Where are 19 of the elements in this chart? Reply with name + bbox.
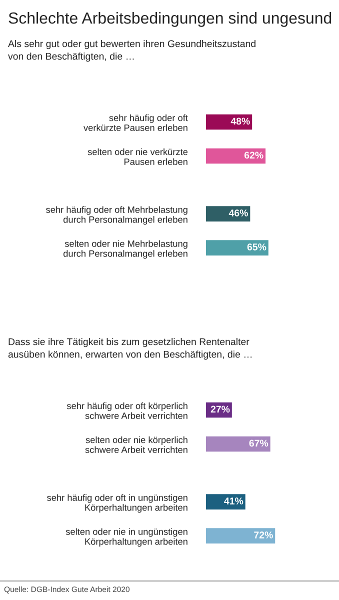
data-label: 46% bbox=[228, 210, 248, 216]
chart-title: Schlechte Arbeitsbedingungen sind ungesund bbox=[8, 12, 332, 27]
y-tick-label: selten oder nie Mehrbelastung durch Personalmangel erleben bbox=[63, 240, 188, 259]
y-tick-label: sehr häufig oder oft körperlich schwere Arbeit verrichten bbox=[66, 402, 188, 420]
data-label: 48% bbox=[230, 118, 250, 125]
data-label: 27% bbox=[210, 406, 230, 413]
y-tick-label: sehr häufig oder oft verkürzte Pausen erleben bbox=[84, 114, 188, 132]
data-label: 67% bbox=[249, 440, 268, 447]
data-label: 65% bbox=[247, 244, 266, 250]
y-tick-label: sehr häufig oder oft in ungünstigen Körperhaltungen arbeiten bbox=[47, 494, 188, 513]
chart-subtitle: Dass sie ihre Tätigkeit bis zum gesetzlichen Rentenalter ausüben können, erwarten von den Beschäftigten, die … bbox=[8, 338, 252, 360]
data-label: 72% bbox=[254, 532, 273, 538]
y-tick-label: sehr häufig oder oft Mehrbelastung durch Personalmangel erleben bbox=[46, 206, 188, 225]
y-tick-label: selten oder nie körperlich schwere Arbeit verrichten bbox=[85, 436, 188, 454]
data-label: 62% bbox=[244, 152, 264, 159]
chart-subtitle: Als sehr gut oder gut bewerten ihren Gesundheitszustand von den Beschäftigten, die … bbox=[8, 40, 256, 62]
data-label: 41% bbox=[224, 498, 244, 504]
y-tick-label: selten oder nie verkürzte Pausen erleben bbox=[88, 148, 188, 166]
y-tick-label: selten oder nie in ungünstigen Körperhaltungen arbeiten bbox=[66, 528, 188, 547]
